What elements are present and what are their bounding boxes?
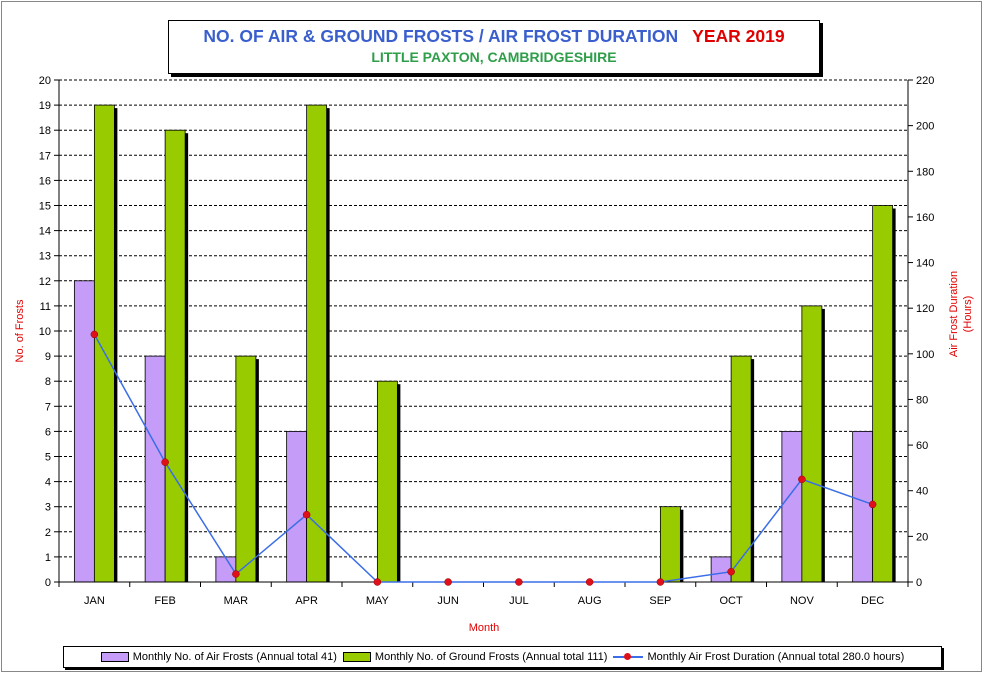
legend-label-ground-frosts: Monthly No. of Ground Frosts (Annual tot…: [374, 651, 608, 663]
duration-point: [798, 475, 806, 484]
y-tick-label: 0: [45, 577, 51, 589]
y-tick-label: 16: [39, 175, 51, 187]
duration-point: [656, 578, 665, 586]
x-axis-title: Month: [469, 622, 500, 634]
duration-point: [161, 458, 169, 466]
y-tick-label: 15: [39, 201, 51, 213]
y2-tick-label: 200: [916, 121, 934, 133]
duration-point: [302, 510, 311, 519]
y-tick-label: 7: [45, 401, 51, 413]
duration-point: [585, 578, 594, 586]
y-tick-label: 5: [45, 452, 51, 464]
legend-swatch-ground-frosts: [342, 652, 371, 662]
bar-ground-frosts: [93, 104, 115, 583]
x-tick-label: OCT: [720, 595, 744, 607]
x-tick-label: MAR: [224, 595, 249, 607]
label-layer: 0123456789101112131415161718192002040608…: [39, 75, 935, 607]
bar-air-frosts: [852, 430, 874, 583]
bar-ground-frosts: [801, 305, 823, 583]
duration-point: [868, 500, 877, 509]
duration-point: [727, 567, 735, 576]
y-tick-label: 8: [45, 376, 51, 388]
bar-ground-frosts: [235, 355, 257, 583]
duration-point: [90, 330, 99, 339]
chart-year: YEAR 2019: [692, 26, 785, 46]
x-tick-label: JUL: [509, 595, 529, 607]
duration-point: [232, 570, 240, 578]
y2-tick-label: 120: [916, 303, 934, 315]
y-tick-label: 3: [45, 502, 51, 514]
grid-layer: [59, 79, 908, 558]
legend-item-ground-frosts: Monthly No. of Ground Frosts (Annual tot…: [342, 651, 608, 663]
x-tick-label: JUN: [437, 595, 458, 607]
x-tick-label: APR: [295, 595, 318, 607]
x-tick-label: FEB: [154, 595, 175, 607]
y-tick-label: 2: [45, 527, 51, 539]
legend-label-duration: Monthly Air Frost Duration (Annual total…: [647, 651, 905, 663]
bar-ground-frosts: [659, 506, 681, 583]
legend-label-air-frosts: Monthly No. of Air Frosts (Annual total …: [132, 651, 337, 663]
y2-tick-label: 40: [916, 486, 928, 498]
bar-air-frosts: [710, 556, 732, 583]
bar-ground-frosts: [164, 129, 186, 583]
bar-ground-frosts: [730, 355, 752, 583]
y-tick-label: 20: [39, 75, 51, 87]
bar-layer: [73, 104, 896, 583]
y-tick-label: 10: [39, 326, 51, 338]
x-tick-label: JAN: [84, 595, 105, 607]
y-tick-label: 19: [39, 100, 51, 112]
y-tick-label: 6: [45, 426, 51, 438]
y2-tick-label: 100: [916, 349, 934, 361]
y-tick-label: 14: [39, 226, 51, 238]
y2-axis-title-unit: (Hours): [962, 296, 974, 333]
y2-tick-label: 180: [916, 166, 934, 178]
y2-tick-label: 80: [916, 394, 928, 406]
y2-tick-label: 140: [916, 258, 934, 270]
legend-item-duration: Monthly Air Frost Duration (Annual total…: [613, 651, 904, 663]
bar-ground-frosts: [306, 104, 328, 583]
bar-air-frosts: [144, 355, 166, 583]
x-tick-label: SEP: [649, 595, 671, 607]
legend-swatch-air-frosts: [100, 652, 129, 662]
legend-item-air-frosts: Monthly No. of Air Frosts (Annual total …: [100, 651, 337, 663]
bar-air-frosts: [286, 430, 308, 583]
y2-tick-label: 220: [916, 75, 934, 87]
y2-tick-label: 60: [916, 440, 928, 452]
legend-swatch-duration: [613, 653, 644, 661]
duration-point: [444, 578, 452, 586]
title-line: NO. OF AIR & GROUND FROSTS / AIR FROST D…: [169, 26, 819, 47]
y-tick-label: 11: [40, 301, 51, 313]
y-tick-label: 13: [39, 251, 51, 263]
duration-point: [515, 578, 523, 586]
bar-ground-frosts: [376, 380, 398, 583]
x-tick-label: DEC: [861, 595, 884, 607]
duration-line: [93, 334, 873, 583]
y-tick-label: 4: [45, 477, 51, 489]
chart-title: NO. OF AIR & GROUND FROSTS / AIR FROST D…: [203, 26, 679, 46]
chart-subtitle: LITTLE PAXTON, CAMBRIDGESHIRE: [371, 49, 617, 65]
duration-point: [373, 578, 382, 586]
y2-axis-title: Air Frost Duration: [948, 271, 960, 357]
y-tick-label: 1: [45, 552, 51, 564]
y2-tick-label: 20: [916, 531, 928, 543]
x-tick-label: AUG: [578, 595, 602, 607]
x-tick-label: MAY: [366, 595, 390, 607]
y2-tick-label: 160: [916, 212, 934, 224]
title-box: NO. OF AIR & GROUND FROSTS / AIR FROST D…: [168, 20, 820, 74]
y2-tick-label: 0: [916, 577, 922, 589]
bar-ground-frosts: [872, 205, 894, 583]
y-tick-label: 17: [39, 150, 51, 162]
y-axis-title: No. of Frosts: [14, 299, 26, 362]
bar-air-frosts: [781, 430, 803, 583]
y-tick-label: 9: [45, 351, 51, 363]
y-tick-label: 18: [39, 125, 51, 137]
legend: Monthly No. of Air Frosts (Annual total …: [63, 646, 942, 668]
x-tick-label: NOV: [790, 595, 815, 607]
y-tick-label: 12: [39, 276, 51, 288]
bar-air-frosts: [73, 280, 95, 583]
line-layer: [90, 330, 877, 586]
